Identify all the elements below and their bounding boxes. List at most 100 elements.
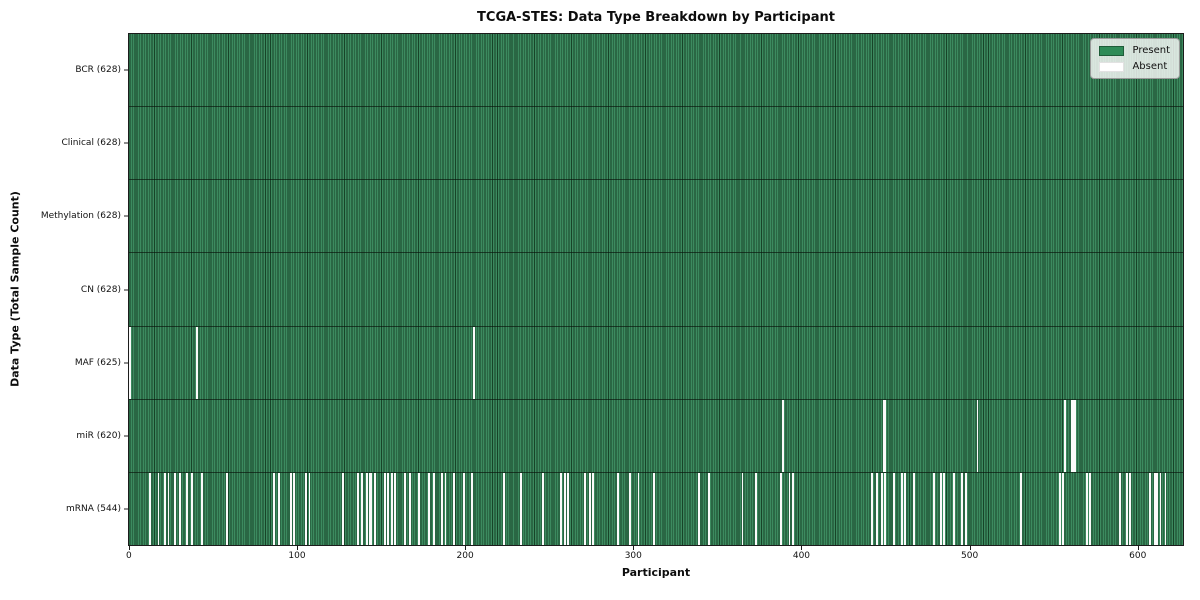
absent-stripe xyxy=(471,472,474,545)
x-tick-mark xyxy=(969,546,971,550)
absent-stripe xyxy=(149,472,152,545)
absent-stripe xyxy=(444,472,447,545)
absent-stripe xyxy=(583,472,586,545)
absent-stripe xyxy=(904,472,907,545)
x-axis-label: Participant xyxy=(621,566,691,579)
absent-stripe xyxy=(932,472,935,545)
absent-stripe xyxy=(305,472,308,545)
x-tick-mark xyxy=(1137,546,1139,550)
y-axis-label: Data Type (Total Sample Count) xyxy=(8,191,22,387)
absent-stripe xyxy=(1154,472,1158,545)
absent-stripe xyxy=(409,472,412,545)
absent-stripe xyxy=(942,472,945,545)
absent-stripe xyxy=(780,472,783,545)
absent-stripe xyxy=(1058,472,1061,545)
absent-stripe xyxy=(293,472,296,545)
y-tick-mark xyxy=(124,289,128,290)
y-tick-mark xyxy=(124,215,128,217)
legend: Present Absent xyxy=(1090,38,1180,79)
absent-stripe xyxy=(755,472,757,545)
y-tick-label-clinical: Clinical (628) xyxy=(61,137,121,148)
absent-stripe xyxy=(387,472,390,545)
absent-stripe xyxy=(174,472,177,545)
heatmap-row-bcr xyxy=(129,34,1183,108)
absent-stripe xyxy=(186,472,188,545)
absent-stripe xyxy=(201,472,204,545)
absent-stripe xyxy=(560,472,563,545)
x-tick-label: 600 xyxy=(1129,551,1147,561)
present-swatch-icon xyxy=(1099,45,1125,56)
x-tick-label: 300 xyxy=(624,551,642,561)
absent-stripe xyxy=(157,472,160,545)
x-tick-mark xyxy=(801,546,803,550)
absent-stripe xyxy=(880,472,883,545)
absent-stripe xyxy=(1164,472,1167,545)
absent-stripe xyxy=(394,472,397,545)
absent-stripe xyxy=(417,472,420,545)
y-tick-mark xyxy=(124,69,128,71)
absent-stripe xyxy=(1089,472,1091,545)
y-tick-label-cn: CN (628) xyxy=(80,284,121,295)
absent-stripe xyxy=(741,472,744,545)
absent-stripe xyxy=(1159,472,1162,545)
absent-stripe xyxy=(1020,472,1023,545)
x-tick-label: 500 xyxy=(961,551,979,561)
legend-entry-present: Present xyxy=(1099,45,1170,56)
absent-stripe xyxy=(592,472,595,545)
absent-stripe xyxy=(290,472,292,545)
absent-stripe xyxy=(167,472,170,545)
absent-stripe xyxy=(191,472,193,545)
absent-stripe xyxy=(441,472,444,545)
y-tick-mark xyxy=(124,362,128,364)
absent-stripe xyxy=(179,472,182,545)
x-tick-mark xyxy=(465,546,467,550)
absent-stripe xyxy=(164,472,167,545)
absent-stripe xyxy=(452,472,455,545)
absent-stripe xyxy=(129,326,131,399)
absent-stripe xyxy=(781,399,784,472)
absent-stripe xyxy=(652,472,655,545)
y-tick-label-maf: MAF (625) xyxy=(74,357,121,368)
x-tick-label: 100 xyxy=(288,551,306,561)
y-tick-label-mir: miR (620) xyxy=(76,431,121,442)
absent-stripe xyxy=(1062,472,1065,545)
absent-stripe xyxy=(374,472,376,545)
heatmap-row-clinical xyxy=(129,107,1183,181)
absent-stripe xyxy=(617,472,620,545)
absent-stripe xyxy=(473,326,475,399)
heatmap-row-maf xyxy=(129,326,1183,400)
absent-stripe xyxy=(404,472,407,545)
absent-stripe xyxy=(588,472,591,545)
legend-label: Absent xyxy=(1132,61,1168,72)
legend-label: Present xyxy=(1132,45,1170,56)
x-tick-label: 400 xyxy=(792,551,811,561)
absent-stripe xyxy=(637,472,640,545)
absent-stripe xyxy=(875,472,878,545)
absent-stripe xyxy=(939,472,942,545)
absent-stripe xyxy=(791,472,794,545)
heatmap-row-mir xyxy=(129,399,1183,473)
absent-stripe xyxy=(870,472,873,545)
absent-stripe xyxy=(342,472,345,545)
absent-stripe xyxy=(427,472,430,545)
absent-stripe xyxy=(1119,472,1122,545)
absent-swatch-icon xyxy=(1099,61,1125,72)
absent-stripe xyxy=(390,472,393,545)
absent-stripe xyxy=(1129,472,1132,545)
absent-stripe xyxy=(961,472,964,545)
absent-stripe xyxy=(278,472,281,545)
x-tick-label: 0 xyxy=(125,551,132,561)
absent-stripe xyxy=(629,472,632,545)
plot-area: Present Absent xyxy=(128,33,1184,546)
absent-stripe xyxy=(788,472,791,545)
absent-stripe xyxy=(432,472,435,545)
chart-title: TCGA-STES: Data Type Breakdown by Partic… xyxy=(477,10,835,25)
legend-entry-absent: Absent xyxy=(1099,61,1170,72)
absent-stripe xyxy=(1125,472,1128,545)
absent-stripe xyxy=(369,472,373,545)
absent-stripe xyxy=(567,472,569,545)
x-tick-mark xyxy=(633,546,635,550)
absent-stripe xyxy=(308,472,311,545)
absent-stripe xyxy=(964,472,967,545)
absent-stripe xyxy=(1085,472,1088,545)
